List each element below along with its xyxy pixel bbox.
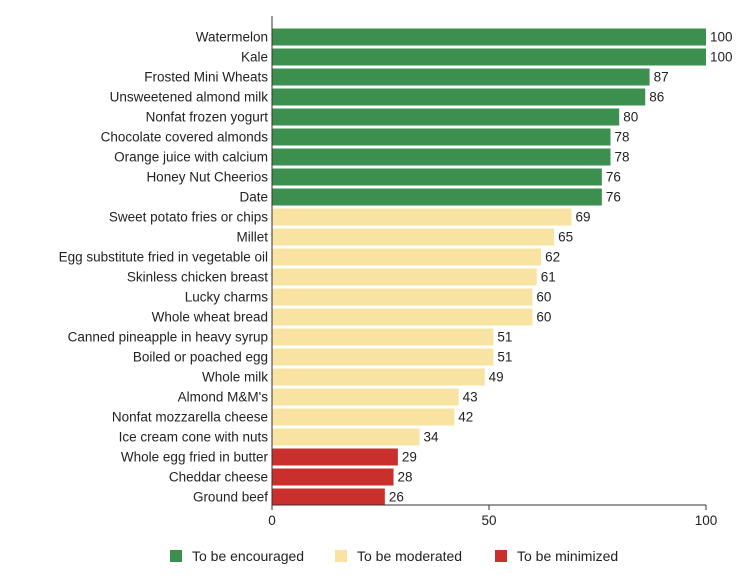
bar (272, 308, 533, 326)
bar (272, 148, 611, 166)
data-label: 61 (541, 270, 556, 285)
data-label: 60 (536, 310, 551, 325)
data-label: 86 (649, 90, 664, 105)
category-label: Canned pineapple in heavy syrup (68, 330, 268, 345)
category-label: Frosted Mini Wheats (144, 70, 268, 85)
bar (272, 88, 646, 106)
data-label: 100 (710, 50, 733, 65)
bar (272, 128, 611, 146)
category-label: Nonfat frozen yogurt (146, 110, 269, 125)
category-label: Unsweetened almond milk (110, 90, 269, 105)
legend-swatch (495, 550, 507, 562)
data-label: 34 (424, 430, 440, 445)
data-label: 29 (402, 450, 417, 465)
data-label: 43 (463, 390, 478, 405)
x-tick-label: 0 (268, 513, 276, 528)
data-label: 76 (606, 190, 621, 205)
category-label: Ice cream cone with nuts (119, 430, 269, 445)
data-label: 62 (545, 250, 560, 265)
data-label: 80 (623, 110, 638, 125)
category-label: Egg substitute fried in vegetable oil (59, 250, 268, 265)
category-label: Honey Nut Cheerios (146, 170, 268, 185)
bar (272, 388, 459, 406)
legend-swatch (170, 550, 182, 562)
category-label: Orange juice with calcium (114, 150, 268, 165)
legend-label: To be encouraged (192, 548, 304, 564)
bar (272, 268, 537, 286)
data-label: 28 (398, 470, 413, 485)
data-label: 51 (497, 330, 512, 345)
bar (272, 448, 398, 466)
data-label: 87 (654, 70, 669, 85)
category-label: Lucky charms (185, 290, 269, 305)
category-label: Whole egg fried in butter (121, 450, 269, 465)
category-label: Almond M&M's (178, 390, 269, 405)
bar (272, 428, 420, 446)
category-label: Whole wheat bread (152, 310, 268, 325)
legend-label: To be moderated (357, 548, 462, 564)
bar (272, 248, 542, 266)
data-label: 78 (615, 150, 630, 165)
legend-swatch (335, 550, 347, 562)
x-tick-label: 100 (695, 513, 718, 528)
category-label: Millet (236, 230, 268, 245)
data-label: 76 (606, 170, 621, 185)
bar (272, 28, 706, 46)
category-label: Whole milk (202, 370, 268, 385)
category-label: Cheddar cheese (169, 470, 268, 485)
bar (272, 188, 602, 206)
bar (272, 68, 650, 86)
data-label: 60 (536, 290, 551, 305)
category-label: Watermelon (196, 30, 268, 45)
category-label: Skinless chicken breast (127, 270, 268, 285)
bar (272, 328, 494, 346)
category-label: Sweet potato fries or chips (109, 210, 268, 225)
x-tick-label: 50 (481, 513, 496, 528)
data-label: 65 (558, 230, 573, 245)
data-label: 42 (458, 410, 473, 425)
bar (272, 348, 494, 366)
bar (272, 488, 385, 506)
category-label: Chocolate covered almonds (101, 130, 269, 145)
bar (272, 408, 455, 426)
data-label: 100 (710, 30, 733, 45)
bar (272, 208, 572, 226)
bar (272, 108, 620, 126)
data-label: 51 (497, 350, 512, 365)
category-label: Ground beef (193, 490, 268, 505)
category-label: Nonfat mozzarella cheese (112, 410, 268, 425)
bar (272, 168, 602, 186)
bar (272, 48, 706, 66)
bar (272, 288, 533, 306)
data-label: 26 (389, 490, 404, 505)
data-label: 49 (489, 370, 504, 385)
data-label: 78 (615, 130, 630, 145)
category-label: Kale (241, 50, 268, 65)
legend-label: To be minimized (517, 548, 618, 564)
bar (272, 468, 394, 486)
category-label: Date (239, 190, 268, 205)
data-label: 69 (575, 210, 590, 225)
bar (272, 368, 485, 386)
category-label: Boiled or poached egg (133, 350, 268, 365)
bar (272, 228, 555, 246)
